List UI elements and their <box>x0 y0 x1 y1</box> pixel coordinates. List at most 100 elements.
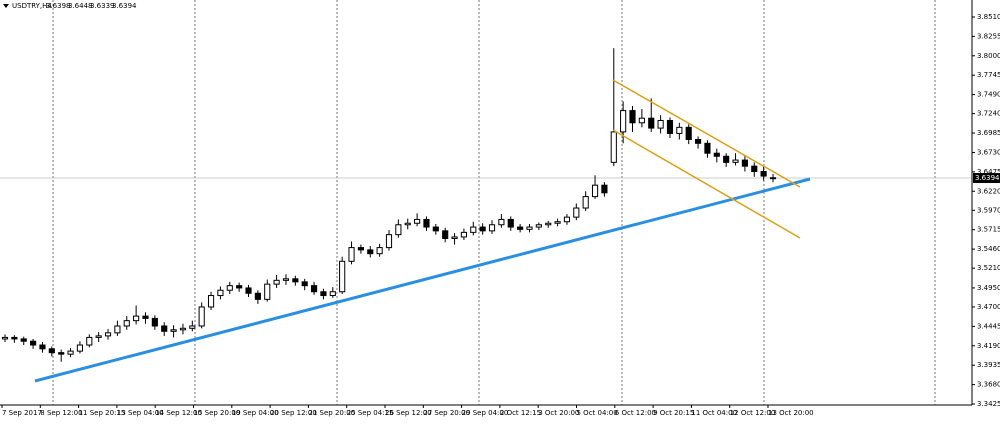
candle-body <box>620 110 627 133</box>
candle-body <box>517 226 524 230</box>
candle-body <box>142 315 149 319</box>
candle-body <box>357 247 364 251</box>
y-tick-label: 3.6475 <box>977 168 1000 176</box>
candle-body <box>367 249 374 255</box>
y-tick-label: 3.5460 <box>977 245 1000 253</box>
y-tick-label: 3.6220 <box>977 187 1000 195</box>
candle-body <box>48 348 55 354</box>
candle-body <box>320 291 327 297</box>
candle-body <box>179 327 187 331</box>
x-tick-label: 20 Sep 12:00 <box>270 409 317 417</box>
candle-body <box>226 285 233 291</box>
y-tick-label: 3.3680 <box>977 381 1000 389</box>
candle-body <box>507 218 514 228</box>
candle-body <box>254 292 261 300</box>
y-tick-label: 3.5970 <box>977 206 1000 214</box>
candle-body <box>769 177 777 180</box>
candle-body <box>414 218 421 224</box>
candle-body <box>95 335 102 338</box>
candle-body <box>470 226 477 233</box>
header: USDTRY,H4 3.6398 3.6448 3.6339 3.6394 <box>3 2 137 10</box>
header-low: 3.6339 <box>90 2 115 10</box>
channel-lower <box>612 129 801 239</box>
candle-body <box>39 344 46 350</box>
candle-body <box>273 279 280 285</box>
candle-body <box>479 226 486 232</box>
x-tick-label: 2 Oct 12:15 <box>500 409 541 417</box>
candle-body <box>582 196 589 209</box>
candle-body <box>310 285 318 293</box>
x-tick-label: 11 Oct 04:00 <box>691 409 737 417</box>
candle-body <box>11 336 18 340</box>
symbol: USDTRY,H4 <box>12 2 52 10</box>
candle-body <box>198 306 205 327</box>
y-tick-label: 3.6730 <box>977 148 1000 156</box>
candle-body <box>629 110 636 124</box>
y-tick-label: 3.4700 <box>977 303 1000 311</box>
candle-body <box>264 283 271 300</box>
trendline <box>34 177 811 383</box>
y-tick-label: 3.5715 <box>977 226 1000 234</box>
x-tick-label: 5 Oct 04:00 <box>577 409 618 417</box>
y-tick-label: 3.8255 <box>977 32 1000 40</box>
dropdown-icon[interactable] <box>3 4 9 8</box>
y-tick-label: 3.7745 <box>977 71 1000 79</box>
candle-body <box>554 221 561 224</box>
y-tick-label: 3.4950 <box>977 284 1000 292</box>
candle-body <box>526 226 533 230</box>
candle-body <box>217 289 224 297</box>
grid <box>0 0 972 405</box>
candle-body <box>648 117 655 129</box>
candle-body <box>114 325 121 334</box>
candle-body <box>76 344 84 352</box>
candle-body <box>610 131 617 163</box>
candle-body <box>207 295 215 308</box>
candle-body <box>591 184 599 198</box>
x-tick-label: 19 Sep 04:00 <box>232 409 279 417</box>
candle-body <box>657 119 664 129</box>
candle-body <box>451 236 458 239</box>
candle-body <box>713 152 720 157</box>
x-tick-label: 27 Sep 20:00 <box>423 409 470 417</box>
x-tick-label: 15 Sep 20:00 <box>194 409 241 417</box>
candle-body <box>1 336 9 340</box>
x-tick-label: 29 Sep 04:00 <box>462 409 509 417</box>
candle-body <box>86 336 93 346</box>
x-tick-label: 7 Sep 2017 <box>2 409 42 417</box>
candle-body <box>601 184 608 194</box>
candle-body <box>704 142 711 154</box>
candle-body <box>666 119 674 134</box>
candle-body <box>292 278 299 283</box>
candle-body <box>170 329 177 332</box>
candle-body <box>282 278 290 281</box>
y-tick-label: 3.7490 <box>977 91 1000 99</box>
x-tick-label: 13 Oct 20:00 <box>768 409 814 417</box>
candle-body <box>30 340 37 346</box>
candle-body <box>236 285 243 289</box>
y-tick-label: 3.8000 <box>977 52 1000 60</box>
candle-body <box>133 315 140 322</box>
x-tick-label: 6 Oct 12:00 <box>615 409 656 417</box>
candle-body <box>123 320 130 327</box>
candle-body <box>58 352 65 355</box>
y-tick-label: 3.4445 <box>977 322 1000 330</box>
candle-body <box>329 291 336 297</box>
candle-body <box>676 126 683 134</box>
candle-body <box>189 325 196 329</box>
y-tick-label: 3.5210 <box>977 264 1000 272</box>
candle-body <box>20 338 27 342</box>
candle-body <box>423 218 430 228</box>
x-tick-label: 11 Sep 20:15 <box>79 409 126 417</box>
candle-body <box>395 224 402 236</box>
candle-body <box>573 207 580 218</box>
candle-body <box>442 230 449 239</box>
candle-body <box>348 247 355 262</box>
candle-body <box>385 234 393 249</box>
x-tick-label: 9 Oct 20:15 <box>653 409 694 417</box>
candles <box>1 48 777 362</box>
candle-body <box>545 222 552 226</box>
y-tick-label: 3.8510 <box>977 13 1000 21</box>
candle-body <box>404 222 411 226</box>
